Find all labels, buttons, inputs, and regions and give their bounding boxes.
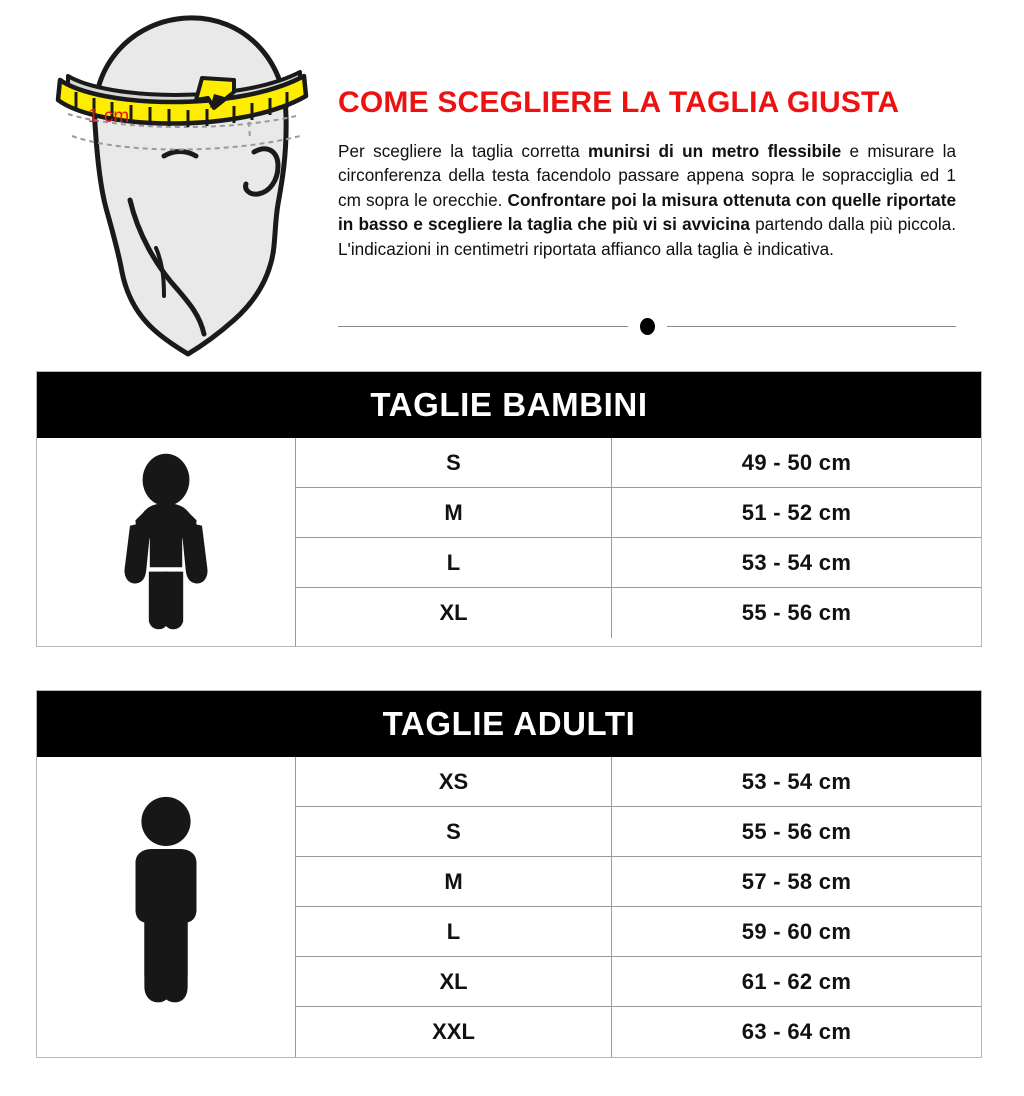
cell-size: XL xyxy=(296,588,612,638)
cell-size: L xyxy=(296,538,612,587)
table-row: L 53 - 54 cm xyxy=(296,538,981,588)
cell-circumference: 63 - 64 cm xyxy=(741,1019,852,1044)
table-row: M 57 - 58 cm xyxy=(296,857,981,907)
divider-dot xyxy=(639,317,655,335)
table-row: S 49 - 50 cm xyxy=(296,438,981,488)
cell-size: S xyxy=(296,438,612,487)
adult-figure-cell xyxy=(37,757,296,1057)
intro-section: 1 cm COME SCEGLIERE LA TAGLIA GIUSTA Per… xyxy=(0,0,1024,360)
table-row: S 55 - 56 cm xyxy=(296,807,981,857)
page-title: COME SCEGLIERE LA TAGLIA GIUSTA xyxy=(338,86,900,119)
guide-line-lower xyxy=(71,135,301,151)
cell-circumference: 61 - 62 cm xyxy=(741,968,852,994)
head-with-measuring-tape-illustration: 1 cm xyxy=(38,4,328,360)
tape-clasp xyxy=(194,76,236,110)
eyebrow-line xyxy=(161,149,199,159)
cell-size: XXL xyxy=(296,1007,612,1057)
cell-circumference: 55 - 56 cm xyxy=(741,818,852,844)
ear-outline xyxy=(243,146,281,197)
table-row: M 51 - 52 cm xyxy=(296,488,981,538)
table-row: XS 53 - 54 cm xyxy=(296,757,981,807)
intro-text-block: COME SCEGLIERE LA TAGLIA GIUSTA Per sceg… xyxy=(338,86,988,261)
cell-circumference: 53 - 54 cm xyxy=(741,768,852,794)
callout-1cm-label: 1 cm xyxy=(88,106,129,127)
table-row: XXL 63 - 64 cm xyxy=(296,1007,981,1057)
child-figure-cell xyxy=(37,438,296,646)
table-row: XL 55 - 56 cm xyxy=(296,588,981,638)
adult-figure-icon xyxy=(135,796,197,1003)
guide-line-vertical xyxy=(247,103,251,141)
table-row: XL 61 - 62 cm xyxy=(296,957,981,1007)
table-row: L 59 - 60 cm xyxy=(296,907,981,957)
guide-line-upper xyxy=(67,113,297,128)
tape-arrow-icon xyxy=(210,94,228,108)
cell-circumference: 53 - 54 cm xyxy=(741,549,852,575)
kids-rows: S 49 - 50 cm M 51 - 52 cm L 53 - 54 cm X… xyxy=(296,438,981,646)
divider-rule-left xyxy=(338,325,628,327)
cell-circumference: 49 - 50 cm xyxy=(741,449,852,475)
jaw-line xyxy=(127,197,207,337)
intro-paragraph: Per scegliere la taglia corretta munirsi… xyxy=(338,140,957,259)
adults-rows: XS 53 - 54 cm S 55 - 56 cm M 57 - 58 cm … xyxy=(296,757,981,1057)
measuring-tape xyxy=(55,73,309,127)
cell-circumference: 51 - 52 cm xyxy=(741,499,852,525)
cell-size: XL xyxy=(296,957,612,1006)
neck-line xyxy=(154,246,166,298)
table-header-adults: TAGLIE ADULTI xyxy=(37,691,981,757)
cell-circumference: 59 - 60 cm xyxy=(741,918,852,944)
size-table-adults: TAGLIE ADULTI XS 53 - 54 cm S 55 - 56 cm… xyxy=(36,690,982,1058)
child-figure-icon xyxy=(124,453,208,630)
cell-size: S xyxy=(296,807,612,856)
cell-size: L xyxy=(296,907,612,956)
divider-rule-right xyxy=(666,325,956,327)
cell-size: M xyxy=(296,488,612,537)
cell-size: XS xyxy=(296,757,612,806)
size-table-kids: TAGLIE BAMBINI S 49 - 50 cm M 51 - 52 cm xyxy=(36,371,982,647)
table-header-kids: TAGLIE BAMBINI xyxy=(37,372,981,438)
section-divider xyxy=(338,317,956,335)
cell-circumference: 57 - 58 cm xyxy=(741,868,852,894)
cell-circumference: 55 - 56 cm xyxy=(741,600,852,625)
cell-size: M xyxy=(296,857,612,906)
